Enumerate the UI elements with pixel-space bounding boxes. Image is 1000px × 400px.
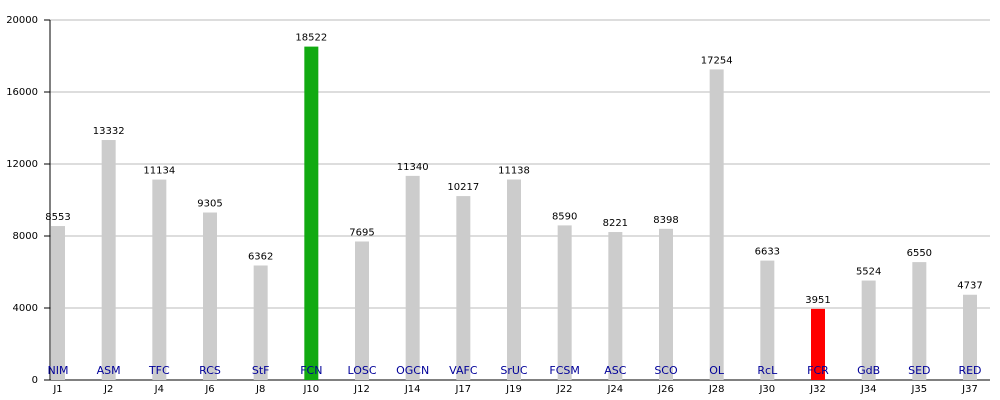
x-tick-label: J6 bbox=[204, 384, 214, 395]
x-tick-label: J12 bbox=[353, 384, 370, 395]
value-label: 13332 bbox=[93, 126, 125, 137]
team-label: SCO bbox=[654, 364, 678, 377]
team-label: ASM bbox=[97, 364, 121, 377]
team-label: VAFC bbox=[449, 364, 478, 377]
x-tick-label: J28 bbox=[708, 384, 725, 395]
value-label: 5524 bbox=[856, 267, 881, 278]
team-label: RED bbox=[958, 364, 981, 377]
value-label: 11134 bbox=[143, 166, 175, 177]
team-label: FCR bbox=[807, 364, 829, 377]
x-tick-label: J37 bbox=[961, 384, 978, 395]
bar bbox=[963, 294, 977, 380]
team-label: StF bbox=[252, 364, 270, 377]
bar bbox=[608, 232, 623, 380]
value-label: 18522 bbox=[295, 33, 327, 44]
value-label: 8221 bbox=[603, 218, 628, 229]
bar bbox=[152, 179, 167, 380]
value-label: 11138 bbox=[498, 166, 530, 177]
x-tick-label: J22 bbox=[556, 384, 573, 395]
value-label: 3951 bbox=[805, 295, 830, 306]
bar bbox=[456, 196, 471, 380]
bar bbox=[557, 225, 572, 380]
x-tick-label: J8 bbox=[255, 384, 265, 395]
bar bbox=[861, 280, 876, 380]
team-label: RCS bbox=[199, 364, 221, 377]
x-tick-label: J1 bbox=[52, 384, 62, 395]
bar bbox=[405, 175, 420, 380]
bar bbox=[253, 265, 268, 380]
team-label: FCSM bbox=[549, 364, 579, 377]
y-tick-label: 4000 bbox=[13, 303, 38, 314]
y-tick-label: 8000 bbox=[13, 231, 38, 242]
x-tick-label: J19 bbox=[505, 384, 522, 395]
y-tick-label: 0 bbox=[32, 375, 38, 386]
x-tick-label: J4 bbox=[154, 384, 164, 395]
value-label: 4737 bbox=[957, 281, 982, 292]
value-label: 11340 bbox=[397, 162, 429, 173]
value-label: 7695 bbox=[349, 227, 374, 238]
value-label: 17254 bbox=[701, 55, 733, 66]
bar bbox=[659, 228, 673, 380]
team-label: FCN bbox=[300, 364, 322, 377]
value-label: 9305 bbox=[197, 199, 222, 210]
team-label: OL bbox=[709, 364, 725, 377]
bar bbox=[811, 308, 825, 380]
x-tick-label: J2 bbox=[103, 384, 113, 395]
team-label: LOSC bbox=[347, 364, 376, 377]
team-label: OGCN bbox=[396, 364, 429, 377]
bar bbox=[203, 212, 217, 380]
x-tick-label: J34 bbox=[860, 384, 877, 395]
bar bbox=[355, 241, 369, 380]
bar bbox=[101, 140, 116, 380]
x-tick-label: J32 bbox=[809, 384, 826, 395]
bar bbox=[760, 260, 775, 380]
value-label: 10217 bbox=[447, 182, 479, 193]
team-label: GdB bbox=[857, 364, 880, 377]
bar bbox=[709, 69, 724, 380]
bar bbox=[912, 262, 927, 380]
value-label: 6633 bbox=[755, 247, 780, 258]
team-label: NIM bbox=[48, 364, 69, 377]
team-label: SrUC bbox=[500, 364, 528, 377]
team-label: ASC bbox=[604, 364, 627, 377]
team-label: SED bbox=[908, 364, 930, 377]
value-label: 8398 bbox=[653, 215, 678, 226]
y-tick-label: 20000 bbox=[6, 15, 38, 26]
y-tick-label: 16000 bbox=[6, 87, 38, 98]
value-label: 8553 bbox=[45, 212, 70, 223]
bar bbox=[507, 179, 521, 380]
x-tick-label: J10 bbox=[302, 384, 319, 395]
x-tick-label: J26 bbox=[657, 384, 674, 395]
value-label: 6362 bbox=[248, 251, 273, 262]
x-tick-label: J30 bbox=[758, 384, 775, 395]
value-label: 6550 bbox=[907, 248, 932, 259]
bar bbox=[51, 226, 65, 380]
team-label: TFC bbox=[148, 364, 170, 377]
value-label: 8590 bbox=[552, 211, 577, 222]
x-tick-label: J17 bbox=[454, 384, 471, 395]
x-tick-label: J24 bbox=[606, 384, 623, 395]
x-tick-label: J35 bbox=[910, 384, 927, 395]
bar bbox=[304, 46, 319, 380]
y-tick-label: 12000 bbox=[6, 159, 38, 170]
x-tick-label: J14 bbox=[404, 384, 421, 395]
team-label: RcL bbox=[757, 364, 778, 377]
